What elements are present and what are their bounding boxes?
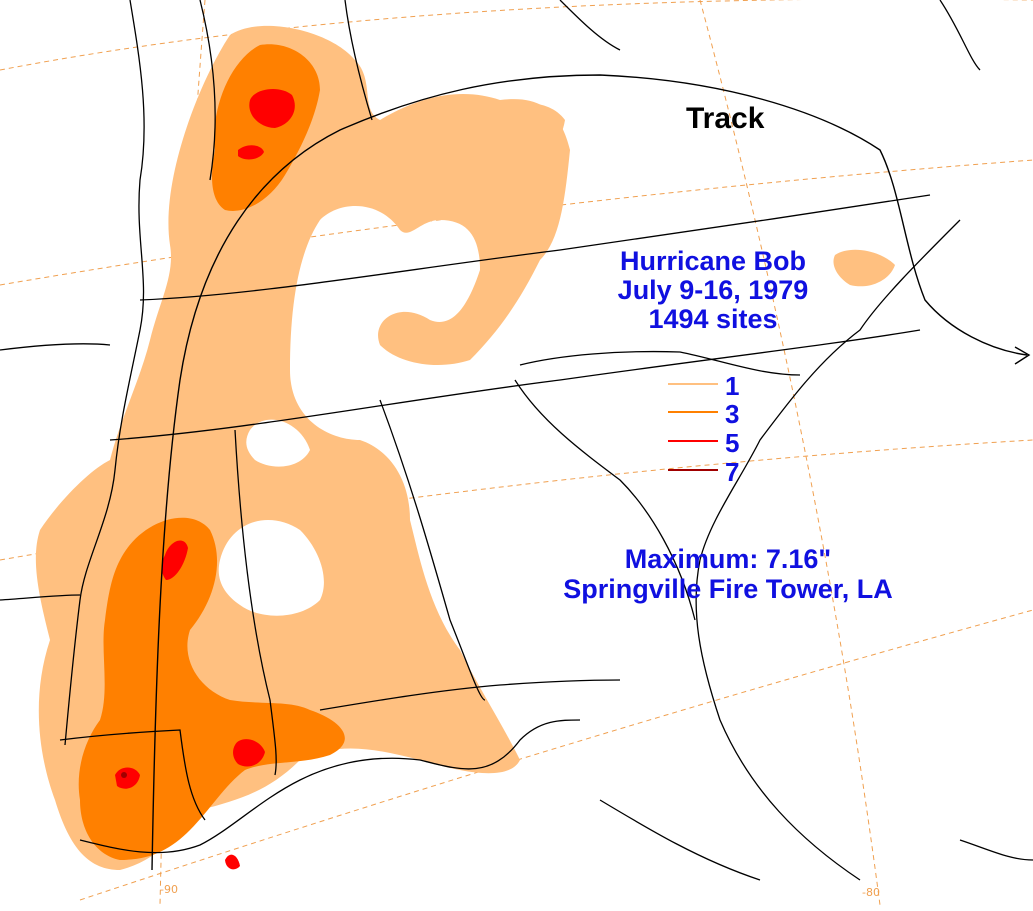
state-boundaries [0,0,1033,881]
legend-label-7: 7 [725,457,739,487]
hurricane-track [151,74,1031,871]
map-title: Hurricane Bob [620,246,806,276]
map-sites: 1494 sites [648,304,777,334]
legend-label-1: 1 [725,371,739,401]
legend: 1 3 5 7 [668,371,739,487]
legend-label-3: 3 [725,399,739,429]
maximum-value: Maximum: 7.16" [625,544,831,574]
track-label: Track [686,102,765,135]
maximum-location: Springville Fire Tower, LA [563,574,893,604]
rain-3in-contour [78,44,345,860]
legend-label-5: 5 [725,428,739,458]
graticule-label-90: -90 [160,883,178,896]
map-dates: July 9-16, 1979 [618,275,809,305]
graticule-label-80: -80 [862,886,880,899]
rain-5in-contour [115,88,295,870]
rain-7in-contour [121,772,127,778]
